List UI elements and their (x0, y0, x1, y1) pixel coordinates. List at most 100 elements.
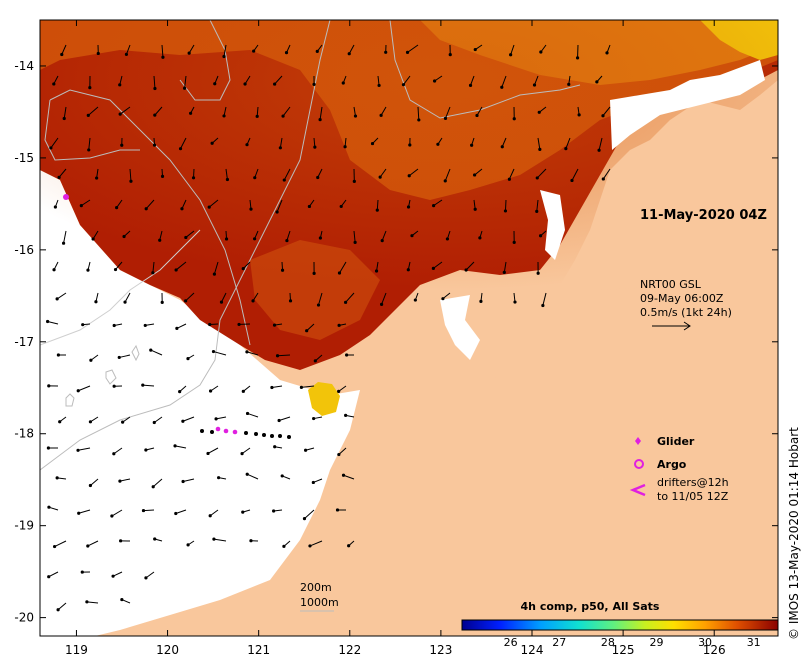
current-arrow-head (160, 174, 165, 178)
current-arrow (213, 351, 227, 356)
current-arrow (277, 354, 291, 357)
glider-legend-icon (635, 437, 641, 445)
current-arrow (225, 168, 228, 180)
current-arrow (598, 137, 603, 151)
depth-1000m-label: 1000m (300, 596, 339, 609)
current-arrow (86, 601, 99, 604)
current-arrow-head (249, 207, 253, 211)
current-arrow-head (375, 208, 379, 212)
current-arrow-head (58, 420, 62, 424)
current-arrow-head (219, 300, 224, 304)
y-tick-label: -20 (14, 611, 34, 625)
sst-yellow-blob (308, 382, 340, 416)
current-arrow (145, 199, 155, 210)
current-arrow-head (470, 143, 474, 147)
current-arrow-head (189, 111, 193, 115)
current-arrow-head (464, 268, 468, 272)
drifter-legend-icon (629, 483, 646, 497)
current-arrow-head (47, 575, 51, 579)
current-arrow-head (181, 419, 185, 423)
current-arrow-head (445, 237, 450, 241)
current-arrow-head (212, 537, 216, 541)
current-arrow-head (443, 179, 447, 183)
current-arrow (207, 447, 219, 454)
current-arrow-head (52, 82, 56, 86)
current-arrow-head (141, 383, 145, 387)
contour-ridge (179, 20, 581, 119)
current-arrow-head (79, 204, 83, 208)
current-arrow (286, 230, 291, 241)
current-arrow (304, 509, 315, 520)
current-arrow (209, 509, 219, 517)
current-arrow-head (186, 543, 190, 547)
current-arrow-head (123, 300, 127, 304)
current-arrow-head (245, 472, 249, 476)
current-arrow-head (539, 50, 543, 54)
contour-200m (40, 20, 331, 471)
current-arrow-head (55, 476, 59, 480)
x-tick-label: 119 (65, 643, 88, 657)
glider-markers (63, 194, 238, 435)
current-arrow-head (282, 178, 286, 182)
current-arrow-head (567, 82, 571, 86)
drifter-point (244, 431, 248, 435)
coast-land (420, 80, 778, 400)
current-arrow-head (62, 116, 66, 121)
current-arrow-head (88, 483, 93, 488)
current-vectors (46, 44, 611, 612)
y-tick-label: -15 (14, 151, 34, 165)
current-arrow (208, 199, 219, 208)
x-tick-label: 123 (429, 643, 452, 657)
current-arrow-head (541, 303, 545, 308)
current-arrow-head (152, 420, 156, 425)
current-arrow (465, 261, 475, 271)
current-arrow-head (143, 323, 147, 328)
current-arrow-head (186, 357, 190, 361)
current-arrow (63, 230, 67, 244)
current-arrow-head (207, 205, 211, 209)
current-arrow (504, 199, 507, 211)
current-arrow-head (384, 50, 388, 54)
current-arrow-head (380, 302, 384, 306)
current-arrow (56, 292, 67, 300)
current-arrow-head (345, 353, 349, 357)
current-arrow-head (307, 204, 311, 209)
current-arrow (318, 292, 323, 306)
current-arrow-head (91, 237, 95, 241)
current-arrow-head (173, 444, 177, 448)
current-arrow-head (570, 178, 574, 183)
current-arrow-head (120, 143, 124, 147)
glider-point (215, 426, 221, 432)
colorbar-tick-label: 28 (601, 636, 615, 649)
current-arrow (353, 230, 356, 243)
current-arrow-head (282, 544, 286, 548)
drifter-point (200, 429, 204, 433)
current-arrow (78, 385, 91, 392)
depth-200m-label: 200m (300, 581, 332, 594)
legend: Glider Argo drifters@12h to 11/05 12Z (629, 435, 729, 503)
current-arrow (470, 75, 475, 86)
current-arrow-head (343, 145, 347, 149)
contour-lower (40, 229, 201, 346)
current-arrow-head (605, 51, 609, 55)
current-arrow (115, 261, 123, 270)
colorbar-title: 4h comp, p50, All Sats (521, 600, 660, 613)
current-arrow (61, 44, 67, 55)
current-arrow-head (47, 505, 51, 509)
glider-legend-label: Glider (657, 435, 695, 448)
x-tick-label: 121 (247, 643, 270, 657)
current-arrow-head (406, 205, 411, 209)
current-arrow-head (512, 240, 516, 244)
current-arrow (403, 75, 411, 85)
colorbar-scale (461, 619, 779, 631)
current-arrow (246, 351, 259, 356)
current-arrow-head (288, 299, 293, 303)
y-tick-label: -17 (14, 335, 34, 349)
current-arrow-head (124, 52, 129, 56)
y-tick-label: -14 (14, 59, 34, 73)
current-arrow-head (535, 176, 539, 180)
glider-point (232, 429, 238, 435)
current-arrow (143, 509, 155, 512)
current-arrow (602, 106, 611, 117)
current-arrow-head (208, 514, 212, 518)
